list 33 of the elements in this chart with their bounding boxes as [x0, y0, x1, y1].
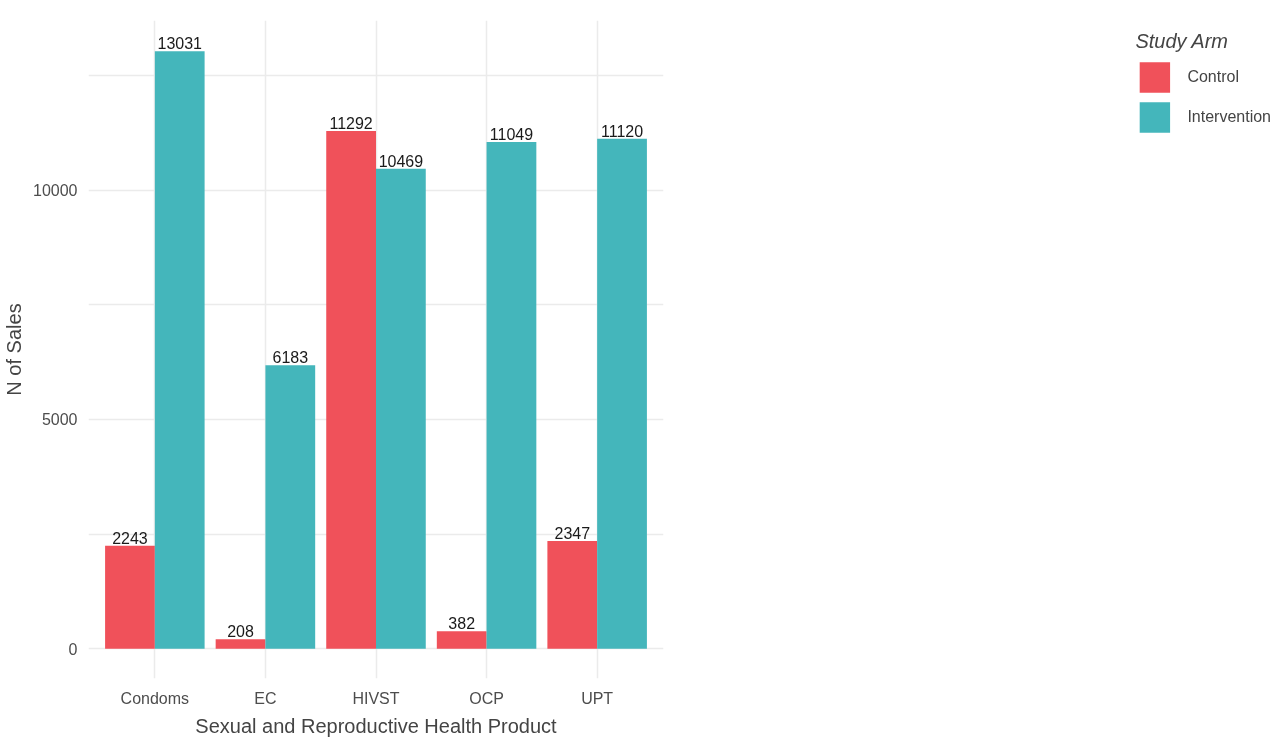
data-label: 11292 [329, 114, 373, 132]
data-label: 6183 [272, 349, 309, 367]
bar [436, 631, 487, 649]
data-label: 11049 [489, 126, 534, 144]
x-tick-label: EC [254, 689, 277, 707]
bar [326, 130, 376, 649]
data-label: 2347 [554, 525, 591, 543]
bar [105, 545, 155, 649]
x-tick-label: HIVST [352, 689, 400, 707]
x-tick-label: Condoms [120, 689, 190, 707]
bar [265, 365, 316, 649]
legend-title: Study Arm [1135, 30, 1229, 53]
data-label: 2243 [112, 529, 148, 547]
bar [486, 142, 537, 649]
legend-label: Intervention [1187, 108, 1271, 126]
bar [547, 541, 598, 649]
data-label: 382 [448, 615, 476, 633]
legend-label: Control [1187, 68, 1239, 86]
x-tick-label: UPT [581, 689, 614, 707]
y-tick-label: 0 [68, 640, 78, 658]
bar [215, 639, 266, 649]
data-label: 10469 [378, 152, 424, 170]
bar [376, 168, 426, 649]
y-tick-label: 5000 [41, 411, 78, 429]
bar [597, 138, 647, 649]
x-axis-title: Sexual and Reproductive Health Product [195, 714, 558, 737]
x-tick-label: OCP [469, 689, 504, 707]
data-label: 208 [227, 623, 254, 641]
data-label: 13031 [157, 35, 203, 53]
data-label: 11120 [600, 122, 644, 140]
bar [154, 51, 205, 649]
y-axis-title: N of Sales [3, 303, 26, 396]
y-tick-label: 10000 [33, 182, 78, 200]
